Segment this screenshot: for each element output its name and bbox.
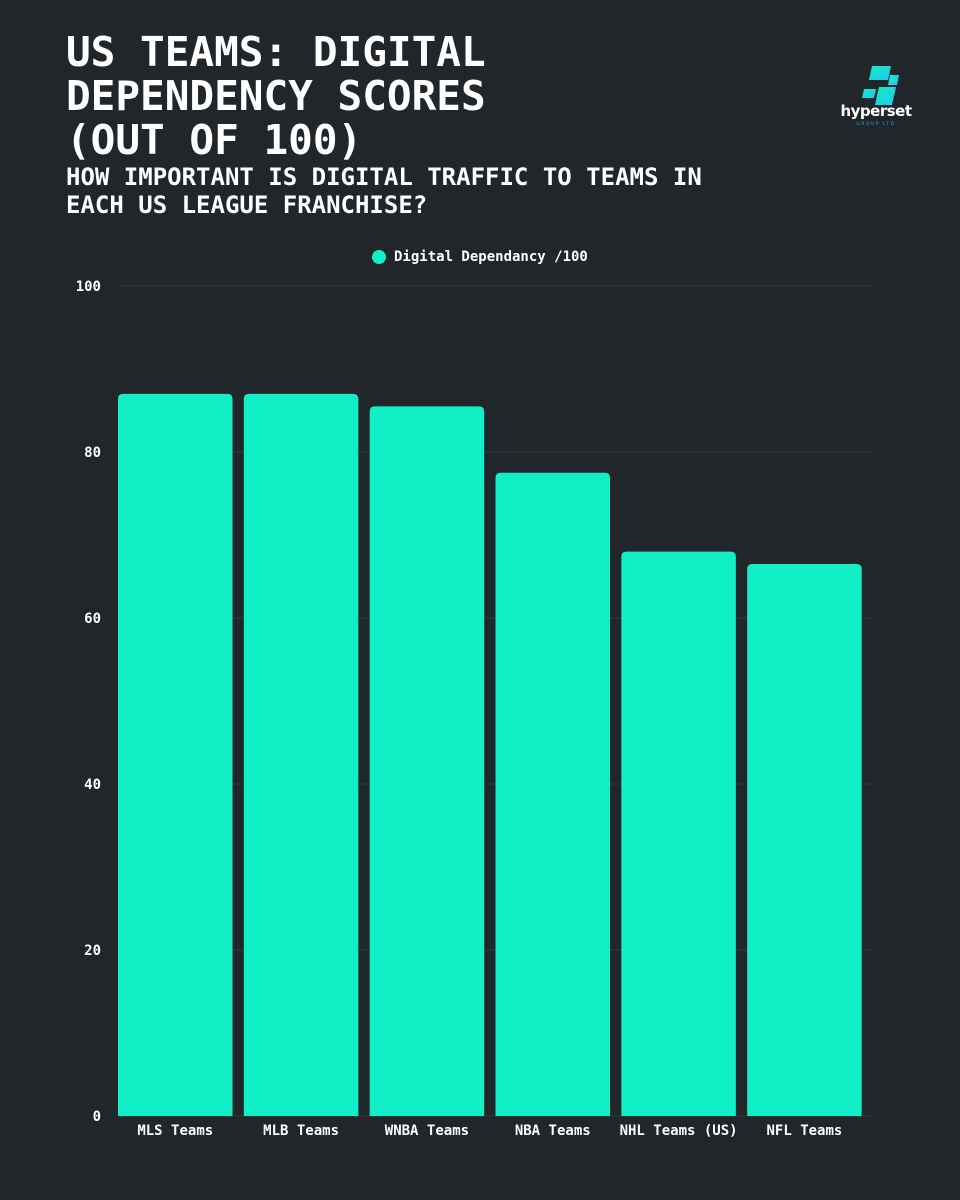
- y-tick-label: 60: [84, 611, 101, 627]
- y-tick-label: 80: [84, 445, 101, 461]
- x-tick-label: WNBA Teams: [385, 1123, 469, 1139]
- legend[interactable]: Digital Dependancy /100: [372, 249, 588, 265]
- x-tick-label: NBA Teams: [515, 1123, 591, 1139]
- bar: [747, 564, 862, 1116]
- y-tick-label: 40: [84, 777, 101, 793]
- y-tick-label: 100: [76, 279, 101, 295]
- bar: [243, 393, 359, 1116]
- legend-swatch: [372, 250, 386, 264]
- bar: [495, 472, 611, 1116]
- hyperset-logo: hyperset GROUP LTD: [840, 66, 912, 127]
- chart-subtitle: HOW IMPORTANT IS DIGITAL TRAFFIC TO TEAM…: [66, 163, 702, 219]
- x-tick-label: NFL Teams: [766, 1123, 842, 1139]
- y-tick-label: 20: [84, 943, 101, 959]
- legend-label: Digital Dependancy /100: [394, 249, 588, 265]
- x-tick-label: MLS Teams: [137, 1123, 213, 1139]
- bar: [118, 393, 233, 1116]
- chart-title: US TEAMS: DIGITAL DEPENDENCY SCORES (OUT O…: [66, 28, 486, 164]
- svg-text:hyperset: hyperset: [840, 102, 911, 120]
- bar: [621, 551, 736, 1116]
- svg-text:GROUP LTD: GROUP LTD: [856, 121, 895, 127]
- x-tick-label: NHL Teams (US): [620, 1123, 738, 1139]
- bar: [369, 406, 485, 1117]
- y-tick-label: 0: [93, 1109, 101, 1125]
- x-tick-label: MLB Teams: [263, 1123, 339, 1139]
